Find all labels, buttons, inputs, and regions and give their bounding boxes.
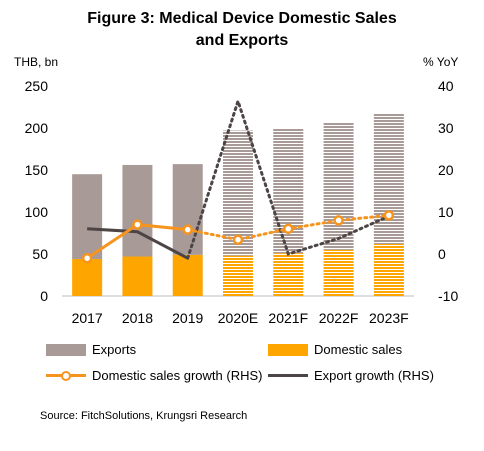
x-tick-label: 2017: [72, 310, 103, 326]
right-tick-label: 30: [438, 120, 454, 136]
legend-marker-export-growth: [268, 370, 308, 382]
export-growth-forecast-line: [186, 96, 391, 260]
bar-domestic-sales: [122, 256, 153, 296]
domestic-growth-point: [232, 234, 244, 245]
chart-title: Figure 3: Medical Device Domestic Sales …: [0, 8, 484, 52]
bar-exports: [172, 164, 203, 255]
x-tick-label: 2023F: [369, 310, 409, 326]
right-tick-label: 10: [438, 204, 454, 220]
domestic-growth-point: [383, 210, 395, 221]
legend-swatch-exports: [46, 343, 86, 356]
left-tick-label: 150: [25, 162, 49, 178]
export-growth-line: [87, 227, 189, 260]
left-tick-label: 250: [25, 78, 49, 94]
x-tick-label: 2021F: [268, 310, 308, 326]
source-note: Source: FitchSolutions, Krungsri Researc…: [40, 410, 248, 422]
legend-label-exports: Exports: [92, 342, 137, 357]
bar-domestic-sales: [373, 243, 404, 296]
right-tick-label: 40: [438, 78, 454, 94]
domestic-growth-point: [333, 215, 344, 226]
left-tick-label: 100: [25, 204, 49, 220]
right-tick-label: -10: [438, 288, 458, 304]
domestic-growth-point: [81, 252, 93, 264]
legend-label-domestic-growth: Domestic sales growth (RHS): [92, 368, 263, 383]
left-tick-label: 200: [25, 120, 49, 136]
axes: 0 50 100 150 200 250 -10 0 10 20 30 40 2017 2018 2019 2…: [25, 78, 459, 326]
legend-marker-domestic-growth: [46, 370, 86, 382]
bar-domestic-sales: [273, 253, 304, 296]
bars: [72, 113, 404, 296]
left-tick-label: 50: [32, 246, 48, 262]
chart-plot: THB, bn % YoY 0 50 100 150 200 250 -10 0 10 20 30 4…: [14, 55, 459, 326]
bar-domestic-sales: [223, 255, 253, 296]
x-tick-label: 2022F: [319, 310, 359, 326]
bar-domestic-sales: [172, 254, 203, 296]
bar-domestic-sales: [72, 259, 103, 296]
right-tick-label: 20: [438, 162, 454, 178]
left-tick-label: 0: [40, 288, 48, 304]
legend-swatch-domestic: [268, 343, 308, 356]
legend-item-export-growth: Export growth (RHS): [268, 368, 434, 383]
right-tick-label: 0: [438, 246, 446, 262]
chart-title-line-1: Figure 3: Medical Device Domestic Sales: [87, 10, 397, 27]
bar-domestic-sales: [323, 249, 354, 296]
legend-label-domestic: Domestic sales: [314, 342, 403, 357]
bar-exports: [72, 174, 103, 260]
chart-title-line-2: and Exports: [195, 32, 289, 49]
legend-item-domestic: Domestic sales: [268, 342, 402, 357]
left-axis-unit: THB, bn: [14, 55, 58, 69]
domestic-growth-point: [132, 219, 143, 230]
bar-exports: [323, 122, 354, 250]
bar-exports: [273, 128, 304, 254]
legend: Exports Domestic sales Domestic sales gr…: [0, 336, 484, 396]
legend-item-exports: Exports: [46, 342, 136, 357]
legend-label-export-growth: Export growth (RHS): [314, 368, 434, 383]
x-tick-label: 2019: [172, 310, 203, 326]
lines: [81, 96, 395, 264]
x-tick-label: 2020E: [218, 310, 258, 326]
bar-exports: [122, 164, 153, 257]
right-axis-unit: % YoY: [423, 55, 458, 69]
x-tick-label: 2018: [122, 310, 153, 326]
domestic-growth-point: [182, 224, 193, 235]
legend-item-domestic-growth: Domestic sales growth (RHS): [46, 368, 263, 383]
domestic-growth-point: [283, 223, 294, 235]
bar-exports: [373, 113, 404, 244]
